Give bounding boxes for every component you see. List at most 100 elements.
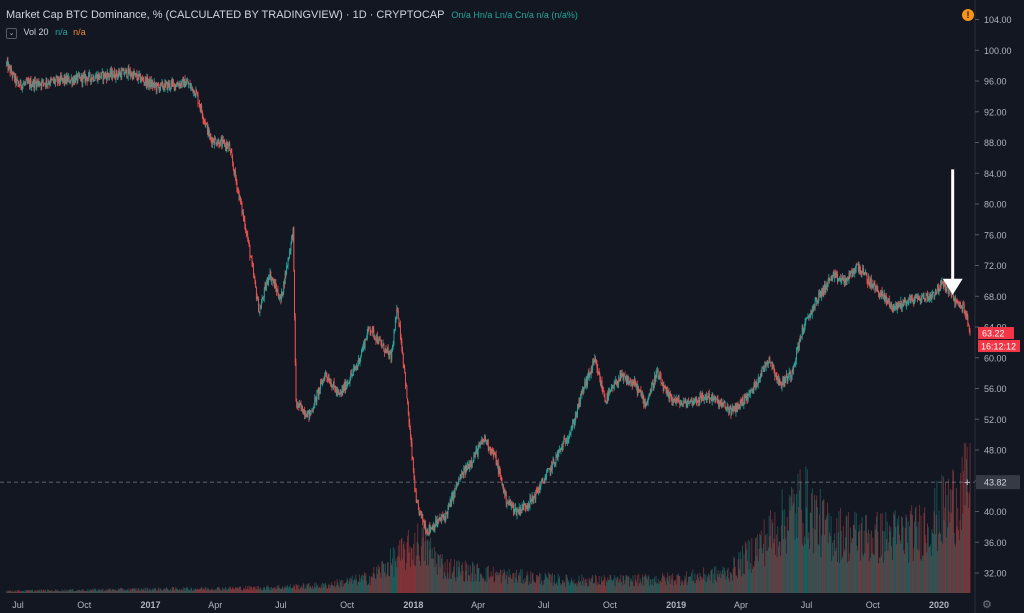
volume-bar [310, 585, 311, 593]
candle-body [730, 408, 732, 416]
volume-bar [197, 589, 199, 593]
candle-body [158, 86, 160, 91]
volume-bar [107, 588, 109, 593]
volume-bar [636, 582, 638, 593]
candle-body [469, 463, 470, 469]
candle-body [915, 296, 917, 299]
volume-label[interactable]: Vol 20 [23, 27, 49, 37]
candle-body [214, 138, 216, 145]
volume-bar [726, 576, 728, 593]
candle-body [147, 82, 149, 86]
volume-bar [248, 586, 250, 593]
volume-bar [593, 583, 594, 593]
candle-body [676, 399, 678, 400]
volume-bar [694, 573, 696, 593]
volume-bar [809, 512, 811, 593]
candle-body [373, 329, 375, 337]
candle-body [105, 74, 107, 76]
candle-body [310, 410, 312, 415]
volume-bar [283, 589, 285, 593]
settings-gear-icon[interactable]: ⚙ [982, 599, 992, 611]
volume-bar [109, 589, 111, 593]
volume-bar [498, 572, 500, 593]
volume-bar [566, 574, 568, 593]
volume-bar [646, 577, 648, 593]
candle-body [322, 380, 324, 385]
candle-body [477, 449, 478, 456]
volume-bar [618, 582, 620, 593]
volume-bar [421, 527, 423, 593]
volume-bar [824, 534, 826, 593]
volume-bar [764, 566, 766, 593]
volume-bar [9, 589, 11, 593]
volume-bar [128, 588, 130, 593]
candle-body [523, 504, 525, 511]
candle-body [683, 400, 685, 403]
volume-bar [767, 547, 769, 593]
volume-bar [624, 580, 626, 593]
volume-bar [939, 531, 941, 593]
candle-body [405, 372, 406, 385]
candle-body [776, 376, 778, 381]
candle-body [633, 381, 635, 386]
volume-bar [150, 589, 151, 593]
volume-bar [360, 578, 362, 593]
volume-bar [600, 584, 602, 593]
candle-body [189, 83, 191, 88]
volume-bar [465, 570, 467, 593]
candle-body [479, 443, 481, 446]
volume-bar [57, 590, 59, 593]
candle-body [285, 272, 287, 274]
candle-body [636, 383, 638, 387]
candle-body [922, 295, 923, 297]
candle-body [693, 401, 695, 405]
candle-body [839, 277, 841, 279]
volume-bar [100, 589, 102, 593]
candle-body [181, 79, 183, 86]
volume-bar [752, 565, 754, 593]
candle-body [500, 477, 502, 479]
candle-body [541, 479, 543, 481]
candle-body [610, 386, 612, 392]
candle-body [380, 341, 382, 344]
candle-body [789, 371, 791, 373]
candle-body [717, 399, 719, 402]
volume-bar [503, 568, 505, 593]
candle-body [758, 377, 760, 379]
candle-body [520, 509, 522, 510]
volume-bar [186, 586, 188, 593]
candle-body [84, 73, 86, 82]
symbol-title[interactable]: Market Cap BTC Dominance, % (CALCULATED … [6, 9, 445, 21]
candle-body [856, 263, 858, 265]
volume-bar [225, 586, 226, 593]
candle-body [495, 454, 496, 455]
volume-bar [634, 586, 635, 593]
volume-bar [361, 574, 363, 593]
candle-body [243, 217, 245, 220]
volume-bar [214, 589, 216, 593]
volume-bar [937, 551, 939, 593]
volume-bar [124, 589, 126, 593]
candle-body [132, 71, 134, 80]
candle-body [182, 79, 184, 80]
candle-body [707, 396, 709, 398]
candle-body [388, 351, 390, 359]
volume-bar [290, 588, 292, 593]
volume-bar [106, 589, 108, 593]
volume-bar [371, 576, 373, 593]
candle-body [512, 503, 514, 505]
volume-bar [432, 558, 434, 593]
volume-bar [68, 590, 69, 593]
warning-icon[interactable]: ! [962, 9, 974, 21]
volume-bar [258, 586, 260, 593]
volume-bar [289, 584, 291, 593]
volume-bar [434, 566, 436, 593]
candle-body [746, 394, 748, 401]
volume-bar [589, 579, 591, 593]
candle-body [269, 272, 271, 278]
collapse-chevron-icon[interactable]: ⌄ [6, 28, 17, 39]
volume-bar [509, 577, 511, 593]
volume-bar [794, 539, 796, 593]
candle-body [518, 507, 520, 513]
